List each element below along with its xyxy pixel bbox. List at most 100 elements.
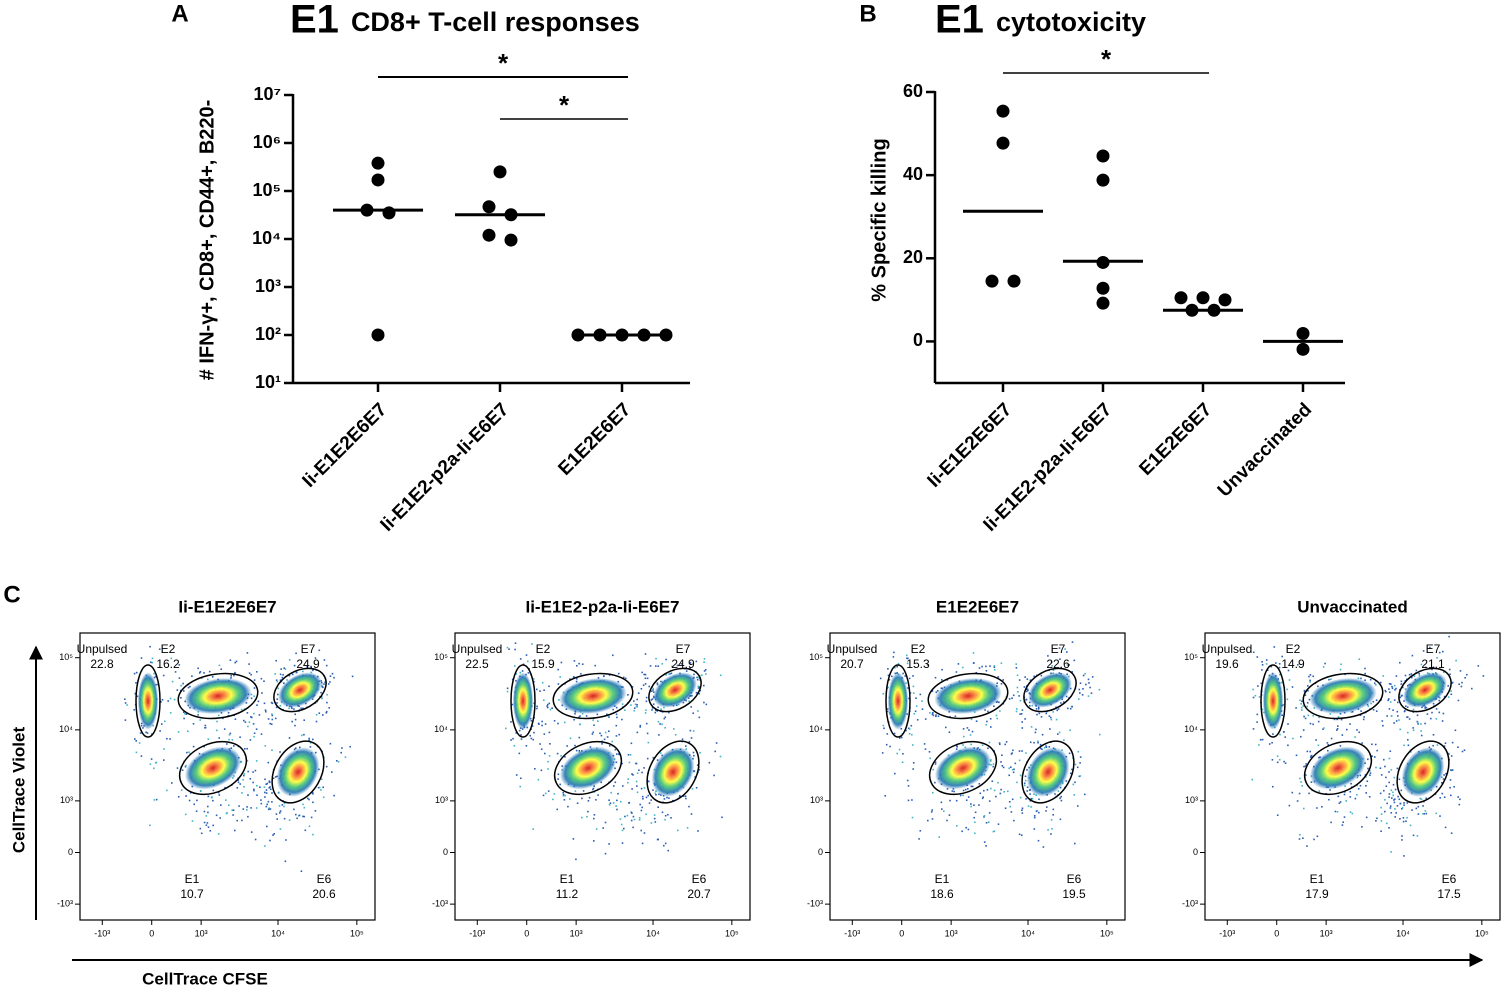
y-axis-label: % Specific killing: [868, 138, 890, 301]
event-dot: [1351, 812, 1354, 815]
event-dot: [1395, 812, 1397, 814]
data-point: [1296, 342, 1310, 356]
event-dot: [1330, 821, 1332, 824]
event-dot: [1309, 756, 1312, 758]
event-dot: [638, 817, 641, 819]
event-dot: [557, 722, 559, 725]
event-dot: [1021, 812, 1024, 814]
event-dot: [578, 736, 581, 739]
event-dot: [963, 735, 965, 738]
event-dot: [688, 700, 690, 702]
event-dot: [1366, 780, 1369, 783]
event-dot: [193, 803, 195, 806]
event-dot: [182, 682, 184, 685]
event-dot: [1060, 799, 1063, 802]
event-dot: [1005, 741, 1008, 743]
event-dot: [1422, 813, 1424, 815]
event-dot: [652, 691, 655, 693]
event-dot: [569, 798, 571, 800]
event-dot: [139, 732, 142, 734]
event-dot: [1360, 710, 1362, 712]
event-dot: [1417, 805, 1420, 808]
event-dot: [1406, 802, 1409, 804]
event-dot: [1011, 697, 1013, 699]
event-dot: [547, 703, 549, 706]
event-dot: [908, 697, 910, 700]
event-dot: [623, 827, 625, 830]
data-point: [1174, 291, 1188, 305]
event-dot: [515, 774, 518, 776]
event-dot: [169, 697, 172, 700]
event-dot: [271, 749, 273, 751]
event-dot: [1301, 785, 1303, 787]
event-dot: [1283, 760, 1285, 763]
event-dot: [199, 719, 201, 721]
event-dot: [285, 839, 287, 841]
event-dot: [631, 788, 633, 790]
event-dot: [1012, 694, 1015, 697]
event-dot: [322, 714, 324, 716]
event-dot: [1300, 781, 1302, 783]
event-dot: [1395, 720, 1398, 722]
event-dot: [941, 679, 943, 681]
event-dot: [1008, 801, 1011, 803]
event-dot: [658, 793, 660, 796]
event-dot: [915, 697, 917, 699]
event-dot: [1425, 706, 1428, 709]
event-dot: [1329, 789, 1331, 791]
event-dot: [910, 724, 913, 727]
event-dot: [693, 673, 695, 676]
event-dot: [1448, 635, 1450, 638]
event-dot: [1303, 690, 1306, 693]
event-dot: [589, 746, 592, 748]
event-dot: [267, 800, 270, 803]
event-dot: [1074, 763, 1077, 766]
event-dot: [296, 817, 298, 820]
event-dot: [930, 811, 933, 813]
event-dot: [1356, 729, 1358, 731]
event-dot: [1020, 713, 1023, 715]
event-dot: [1258, 744, 1260, 746]
event-dot: [987, 747, 989, 750]
event-dot: [695, 691, 698, 694]
event-dot: [176, 767, 179, 769]
event-dot: [972, 652, 975, 654]
event-dot: [1406, 716, 1409, 718]
event-dot: [690, 706, 692, 708]
event-dot: [133, 709, 135, 711]
event-dot: [1385, 776, 1387, 779]
event-dot: [1407, 731, 1409, 734]
event-dot: [959, 794, 962, 797]
event-dot: [1038, 798, 1040, 801]
gate: [1396, 740, 1450, 804]
event-dot: [1390, 789, 1393, 792]
event-dot: [627, 781, 629, 784]
event-dot: [1389, 805, 1392, 807]
event-dot: [1054, 793, 1056, 795]
x-tick-label: 10⁴: [646, 928, 660, 938]
gate-percent: 19.5: [1062, 887, 1086, 901]
event-dot: [608, 674, 611, 676]
event-dot: [1367, 758, 1369, 761]
event-dot: [655, 709, 657, 712]
event-dot: [1306, 702, 1309, 704]
event-dot: [518, 752, 521, 755]
event-dot: [1333, 718, 1336, 721]
event-dot: [1400, 789, 1403, 792]
event-dot: [581, 816, 583, 819]
event-dot: [667, 849, 669, 852]
event-dot: [1329, 713, 1332, 715]
event-dot: [271, 714, 274, 717]
event-dot: [266, 803, 268, 806]
event-dot: [1074, 781, 1076, 784]
event-dot: [1090, 692, 1093, 694]
event-dot: [1021, 809, 1023, 811]
event-dot: [279, 673, 282, 676]
event-dot: [1292, 737, 1294, 740]
event-dot: [264, 791, 266, 794]
gate-percent: 16.2: [156, 657, 180, 671]
event-dot: [142, 727, 144, 729]
event-dot: [325, 712, 328, 714]
event-dot: [954, 715, 957, 718]
event-dot: [642, 798, 644, 800]
